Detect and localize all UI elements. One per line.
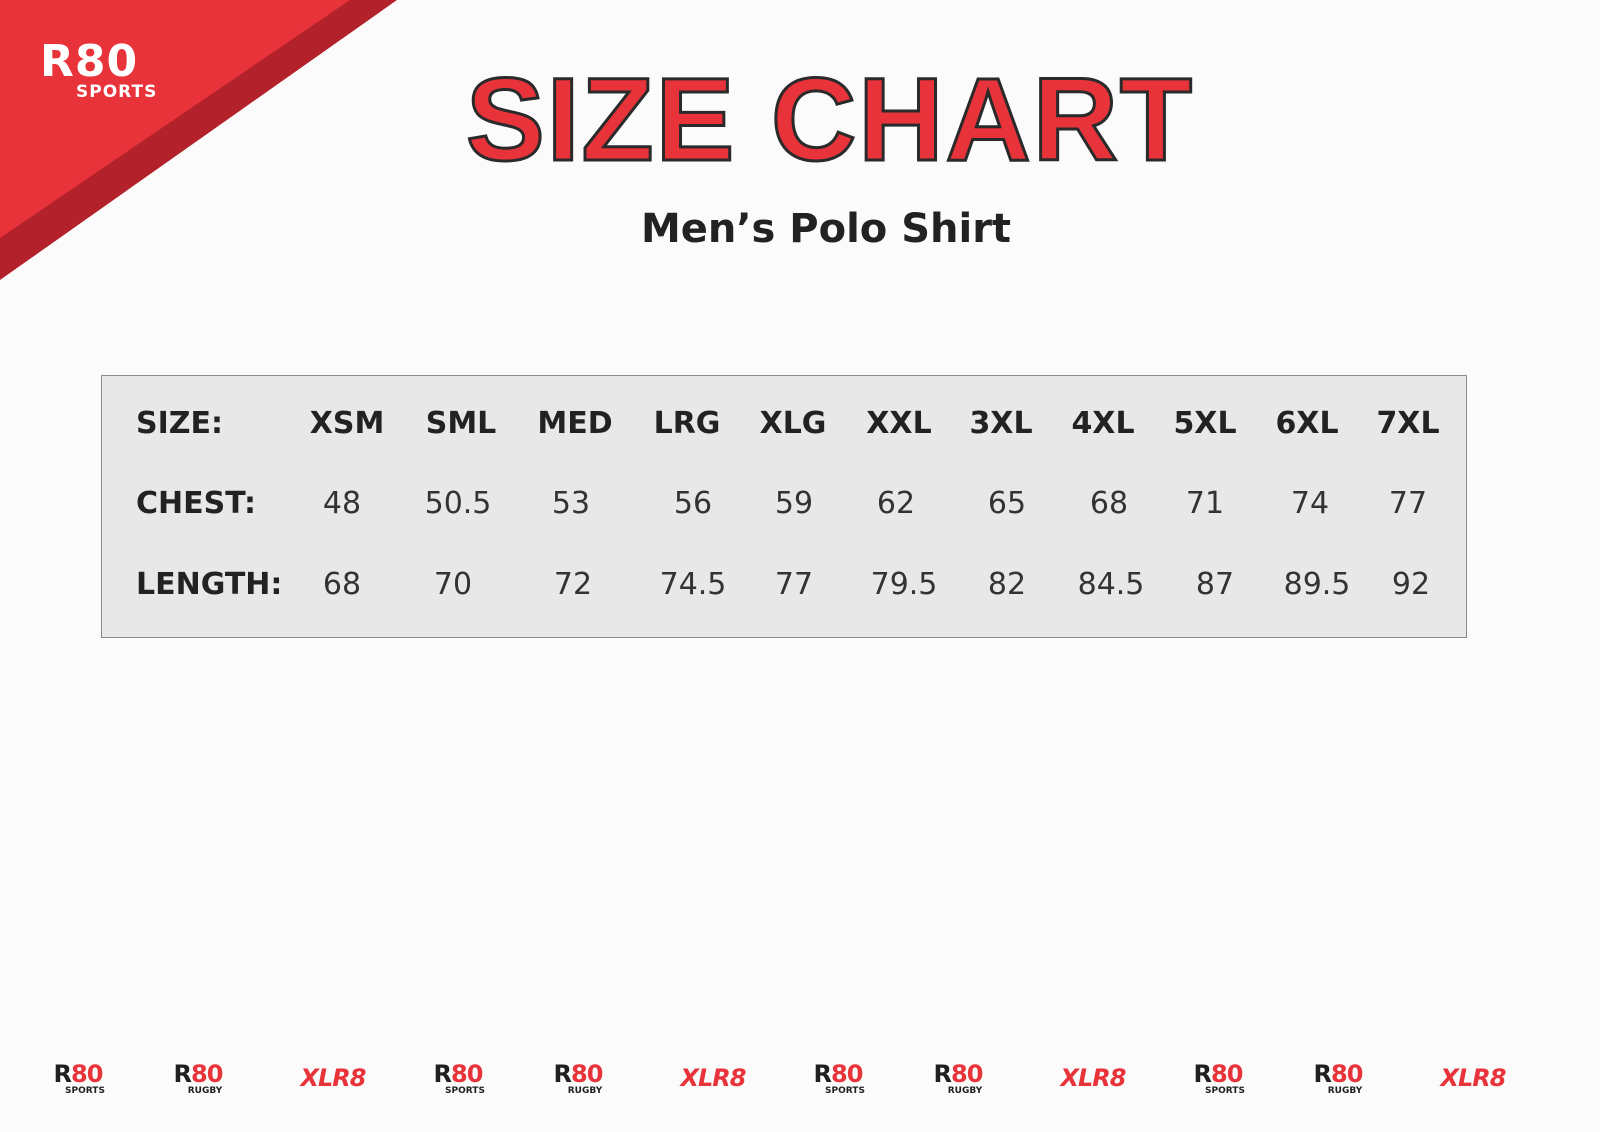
length-cell: 70 bbox=[433, 567, 473, 602]
footer-logo-text: XLR8 bbox=[680, 1064, 747, 1092]
footer-logo-sub: SPORTS bbox=[65, 1086, 105, 1096]
footer-logo-sub: RUGBY bbox=[947, 1086, 983, 1096]
corner-banner bbox=[0, 0, 397, 280]
footer-logo: R80 RUGBY bbox=[553, 1060, 604, 1096]
page-subtitle: Men’s Polo Shirt bbox=[640, 206, 1012, 252]
chest-cell: 68 bbox=[1089, 486, 1129, 521]
length-cell: 79.5 bbox=[870, 567, 938, 602]
size-table: SIZE: CHEST: LENGTH: XSM SML MED LRG XLG XXL 3… bbox=[101, 375, 1467, 638]
footer-logo-text: R80 bbox=[813, 1060, 864, 1088]
row-label-chest: CHEST: bbox=[136, 486, 257, 521]
footer-logo-text: R80 bbox=[1313, 1060, 1364, 1088]
corner-red-triangle bbox=[0, 0, 350, 238]
footer-logo: XLR8 bbox=[1060, 1064, 1127, 1092]
length-cell: 72 bbox=[553, 567, 593, 602]
footer-logo-text: R80 bbox=[553, 1060, 604, 1088]
footer-logo-text: R80 bbox=[1193, 1060, 1244, 1088]
size-header-cell: MED bbox=[537, 406, 613, 441]
chest-cell: 71 bbox=[1185, 486, 1225, 521]
footer-logo: R80 SPORTS bbox=[811, 1062, 865, 1096]
brand-logo-main: R80 bbox=[40, 36, 139, 87]
footer-logo-text: XLR8 bbox=[1440, 1064, 1507, 1092]
footer-logo-text: XLR8 bbox=[1060, 1064, 1127, 1092]
footer-logo: R80 RUGBY bbox=[1313, 1060, 1364, 1096]
length-cell: 84.5 bbox=[1077, 567, 1145, 602]
footer-logo-main: XLR8 bbox=[680, 1064, 747, 1092]
footer-logo: R80 RUGBY bbox=[933, 1060, 984, 1096]
size-header-cell: 4XL bbox=[1071, 406, 1135, 441]
chest-cell: 65 bbox=[987, 486, 1027, 521]
size-header-cell: XSM bbox=[309, 406, 385, 441]
brand-logo-sub: SPORTS bbox=[76, 82, 158, 102]
footer-logo: R80 RUGBY bbox=[173, 1060, 224, 1096]
length-cell: 82 bbox=[987, 567, 1027, 602]
footer-logo: XLR8 bbox=[680, 1064, 747, 1092]
chest-cell: 53 bbox=[551, 486, 591, 521]
footer-logo-sub: RUGBY bbox=[1327, 1086, 1363, 1096]
footer-logo-main: R80 bbox=[811, 1062, 865, 1086]
footer-logo-sub: SPORTS bbox=[445, 1086, 485, 1096]
footer-logo-text: R80 bbox=[933, 1060, 984, 1088]
footer-logo-sub: SPORTS bbox=[1205, 1086, 1245, 1096]
length-cell: 68 bbox=[322, 567, 362, 602]
length-cell: 89.5 bbox=[1283, 567, 1351, 602]
size-header-cell: 5XL bbox=[1173, 406, 1237, 441]
footer-logo-sub: RUGBY bbox=[567, 1086, 603, 1096]
row-label-length: LENGTH: bbox=[136, 567, 283, 602]
chest-cell: 56 bbox=[673, 486, 713, 521]
chest-cell: 50.5 bbox=[424, 486, 492, 521]
row-label-size: SIZE: bbox=[136, 406, 224, 441]
footer-logo-text: R80 bbox=[433, 1060, 484, 1088]
footer-logo-main: R80 bbox=[51, 1062, 105, 1086]
length-cell: 87 bbox=[1195, 567, 1235, 602]
chest-cell: 62 bbox=[876, 486, 916, 521]
footer-logo: XLR8 bbox=[1440, 1064, 1507, 1092]
footer-logo: XLR8 bbox=[300, 1064, 367, 1092]
size-header-cell: 3XL bbox=[969, 406, 1033, 441]
chest-cell: 59 bbox=[774, 486, 814, 521]
footer-logo: R80 SPORTS bbox=[51, 1062, 105, 1096]
footer-logo-text: XLR8 bbox=[300, 1064, 367, 1092]
chest-cell: 74 bbox=[1290, 486, 1330, 521]
brand-logo: R80 SPORTS bbox=[40, 40, 157, 101]
size-header-cell: SML bbox=[425, 406, 497, 441]
footer-logo-main: R80 bbox=[1191, 1062, 1245, 1086]
footer-logo: R80 SPORTS bbox=[431, 1062, 485, 1096]
chest-cell: 48 bbox=[322, 486, 362, 521]
footer-logo-main: R80 bbox=[173, 1060, 224, 1088]
length-cell: 74.5 bbox=[659, 567, 727, 602]
footer-logo-main: XLR8 bbox=[1060, 1064, 1127, 1092]
footer-logo-main: R80 bbox=[933, 1060, 984, 1088]
length-cell: 92 bbox=[1391, 567, 1431, 602]
size-header-cell: XLG bbox=[759, 406, 827, 441]
footer-logo-text: R80 bbox=[173, 1060, 224, 1088]
page-title: SIZE CHART bbox=[465, 53, 1194, 188]
footer-logo-sub: RUGBY bbox=[187, 1086, 223, 1096]
size-header-cell: LRG bbox=[653, 406, 721, 441]
footer-logo-main: R80 bbox=[431, 1062, 485, 1086]
footer-logo: R80 SPORTS bbox=[1191, 1062, 1245, 1096]
footer-logo-main: R80 bbox=[1313, 1060, 1364, 1088]
size-header-cell: XXL bbox=[866, 406, 932, 441]
size-header-cell: 6XL bbox=[1275, 406, 1339, 441]
footer-logo-sub: SPORTS bbox=[825, 1086, 865, 1096]
footer-logo-main: R80 bbox=[553, 1060, 604, 1088]
chest-cell: 77 bbox=[1388, 486, 1428, 521]
footer-logo-text: R80 bbox=[53, 1060, 104, 1088]
footer-logo-main: XLR8 bbox=[1440, 1064, 1507, 1092]
length-cell: 77 bbox=[774, 567, 814, 602]
size-header-cell: 7XL bbox=[1376, 406, 1440, 441]
footer-logo-main: XLR8 bbox=[300, 1064, 367, 1092]
